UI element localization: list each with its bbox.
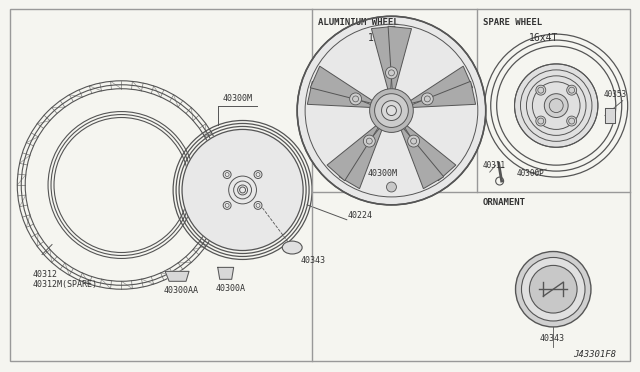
- Circle shape: [522, 257, 585, 321]
- Polygon shape: [165, 271, 189, 281]
- Text: J43301F8: J43301F8: [573, 350, 616, 359]
- Polygon shape: [327, 125, 379, 181]
- Polygon shape: [339, 127, 383, 189]
- Text: ALUMINIUM WHEEL: ALUMINIUM WHEEL: [318, 18, 399, 27]
- Polygon shape: [409, 66, 473, 104]
- Text: SPARE WHEEL: SPARE WHEEL: [483, 18, 542, 27]
- Text: 40224: 40224: [348, 211, 372, 220]
- Text: 40300AA: 40300AA: [163, 286, 198, 295]
- Polygon shape: [218, 267, 234, 279]
- Text: ORNAMENT: ORNAMENT: [483, 198, 526, 207]
- Circle shape: [421, 93, 433, 105]
- Polygon shape: [411, 81, 476, 108]
- Circle shape: [349, 93, 362, 105]
- Circle shape: [536, 85, 546, 95]
- Text: 40300M: 40300M: [223, 94, 253, 103]
- Text: 40300P: 40300P: [516, 169, 544, 178]
- Circle shape: [297, 16, 486, 205]
- Text: 40311: 40311: [483, 161, 506, 170]
- Circle shape: [182, 129, 303, 250]
- Polygon shape: [388, 26, 412, 91]
- Circle shape: [387, 182, 396, 192]
- Circle shape: [515, 64, 598, 147]
- Text: 40312: 40312: [32, 270, 57, 279]
- Text: 40353: 40353: [604, 90, 627, 99]
- Text: 40312M(SPARE): 40312M(SPARE): [32, 280, 97, 289]
- Polygon shape: [307, 81, 372, 108]
- Circle shape: [385, 67, 397, 79]
- Circle shape: [516, 251, 591, 327]
- Polygon shape: [401, 127, 444, 189]
- Text: 40300M: 40300M: [367, 169, 397, 178]
- Circle shape: [536, 116, 546, 126]
- Circle shape: [544, 94, 568, 118]
- Text: 40300A: 40300A: [216, 284, 246, 293]
- Text: 17x7J: 17x7J: [367, 33, 397, 43]
- Circle shape: [387, 106, 396, 116]
- Circle shape: [566, 116, 577, 126]
- Circle shape: [381, 101, 401, 121]
- Circle shape: [566, 85, 577, 95]
- Polygon shape: [404, 125, 456, 181]
- Text: 40343: 40343: [300, 256, 325, 265]
- Text: 16x4T: 16x4T: [529, 33, 558, 43]
- Circle shape: [529, 265, 577, 313]
- Circle shape: [370, 89, 413, 132]
- Ellipse shape: [282, 241, 302, 254]
- Circle shape: [364, 135, 375, 147]
- Polygon shape: [310, 66, 374, 104]
- Polygon shape: [371, 26, 395, 91]
- Circle shape: [374, 94, 408, 128]
- Circle shape: [408, 135, 420, 147]
- Text: 40343: 40343: [540, 334, 564, 343]
- Polygon shape: [605, 108, 615, 124]
